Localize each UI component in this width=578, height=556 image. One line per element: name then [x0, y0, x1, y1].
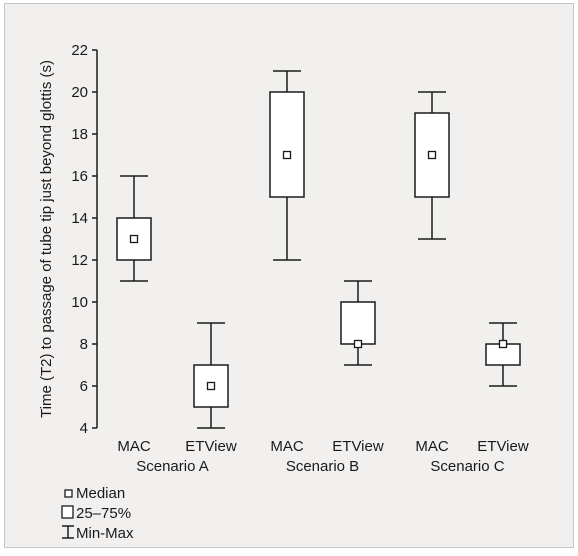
- box-scenario-c-mac: [414, 91, 450, 240]
- chart-figure: 4 6 8 10 12 14 16 18 20 22 Time (T2) to passage of…: [4, 3, 574, 548]
- legend-label-median: Median: [76, 485, 125, 502]
- y-tick-label: 20: [71, 84, 88, 101]
- y-tick-label: 18: [71, 126, 88, 143]
- y-tick-label: 6: [80, 378, 88, 395]
- category-label-mac: MAC: [415, 438, 449, 455]
- box-scenario-b-etview: [340, 280, 376, 366]
- category-label-etview: ETView: [185, 438, 237, 455]
- median-marker: [129, 234, 139, 244]
- box-scenario-a-mac: [116, 175, 152, 282]
- box-scenario-c-etview: [485, 322, 521, 387]
- category-label-etview: ETView: [332, 438, 384, 455]
- y-axis-title: Time (T2) to passage of tube tip just be…: [38, 60, 55, 418]
- legend-median-icon: [64, 489, 73, 498]
- category-label-mac: MAC: [270, 438, 304, 455]
- y-tick-label: 16: [71, 168, 88, 185]
- median-marker: [206, 381, 216, 391]
- y-tick-label: 22: [71, 42, 88, 59]
- y-tick-label: 4: [80, 420, 88, 437]
- box-scenario-a-etview: [193, 322, 229, 429]
- legend-box-icon: [61, 505, 74, 519]
- iqr-box: [269, 91, 305, 198]
- box-plot-chart: 4 6 8 10 12 14 16 18 20 22 Time (T2) to passage of…: [38, 42, 529, 542]
- y-tick-label: 12: [71, 252, 88, 269]
- box-scenario-b-mac: [269, 70, 305, 261]
- category-label-etview: ETView: [477, 438, 529, 455]
- y-tick-label: 14: [71, 210, 88, 227]
- median-marker: [427, 150, 437, 160]
- legend-label-minmax: Min-Max: [76, 525, 134, 542]
- legend: Median 25–75% Min-Max: [61, 485, 134, 542]
- group-label-scenario-b: Scenario B: [286, 458, 359, 475]
- y-tick-label: 8: [80, 336, 88, 353]
- category-label-mac: MAC: [117, 438, 151, 455]
- group-label-scenario-c: Scenario C: [430, 458, 504, 475]
- iqr-box: [340, 301, 376, 345]
- median-marker: [498, 339, 508, 349]
- median-marker: [282, 150, 292, 160]
- median-marker: [353, 339, 363, 349]
- y-tick-label: 10: [71, 294, 88, 311]
- legend-label-iqr: 25–75%: [76, 505, 131, 522]
- group-label-scenario-a: Scenario A: [136, 458, 209, 475]
